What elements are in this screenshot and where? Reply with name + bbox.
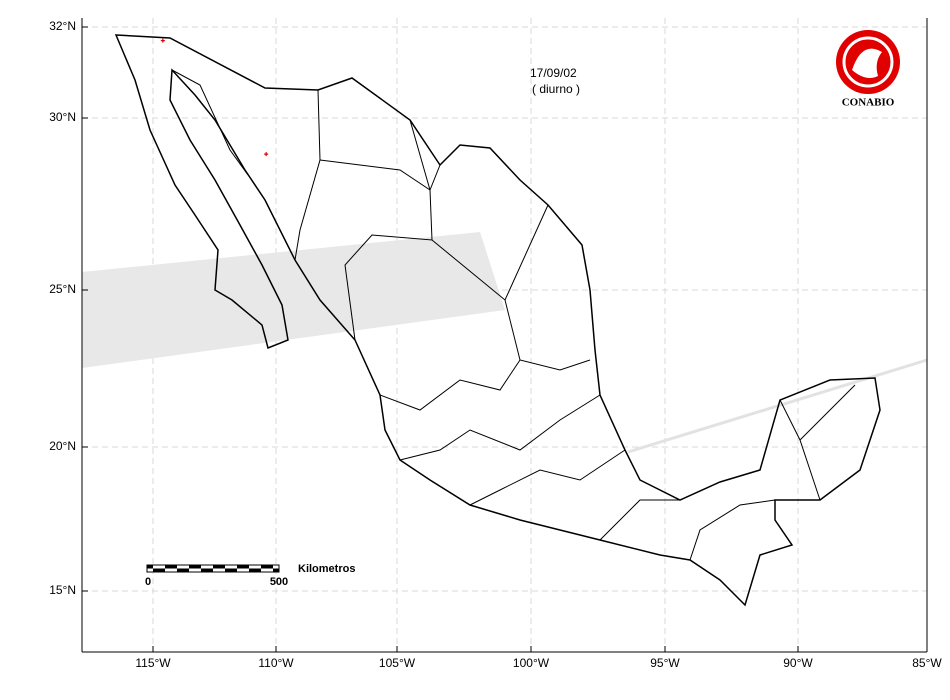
y-tick-label: 30°N — [49, 110, 76, 124]
scale-check — [201, 568, 207, 572]
scale-check — [147, 565, 153, 569]
mexico-outline — [114, 34, 881, 607]
hotspot — [160, 38, 165, 43]
scale-check — [195, 565, 201, 569]
satellite-swath-edge — [627, 358, 928, 454]
y-tick-label: 25°N — [49, 282, 76, 296]
state-borders — [171, 69, 856, 561]
scale-check — [249, 568, 255, 572]
scale-check — [225, 568, 231, 572]
scale-unit-label: Kilometros — [298, 563, 355, 575]
scale-check — [213, 565, 219, 569]
x-tick-label: 115°W — [135, 656, 171, 670]
scale-check — [261, 565, 267, 569]
scale-bar: 0 500 Kilometros — [145, 563, 356, 588]
axes: 115°W 110°W 105°W 100°W 95°W 90°W 85°W 32°N 30°N… — [49, 18, 942, 670]
scale-check — [243, 565, 249, 569]
scale-check — [273, 568, 279, 572]
x-tick-label: 105°W — [379, 656, 416, 670]
fire-hotspots — [160, 38, 269, 157]
logo: CONABIO — [836, 30, 900, 109]
scale-check — [153, 568, 159, 572]
date-label: 17/09/02 — [530, 66, 577, 80]
scale-check — [255, 568, 261, 572]
scale-check — [183, 568, 189, 572]
scale-check — [219, 565, 225, 569]
y-tick-label: 32°N — [49, 19, 76, 33]
scale-check — [171, 565, 177, 569]
x-tick-label: 85°W — [912, 656, 942, 670]
scale-check — [207, 568, 213, 572]
y-tick-label: 20°N — [49, 439, 76, 453]
satellite-swath — [82, 232, 505, 368]
y-tick-label: 15°N — [49, 583, 76, 597]
scale-tick-label: 0 — [145, 576, 151, 588]
hotspot — [264, 152, 269, 157]
scale-check — [237, 565, 243, 569]
logo-label: CONABIO — [842, 97, 895, 109]
period-label: ( diurno ) — [532, 82, 580, 96]
scale-check — [267, 565, 273, 569]
scale-check — [165, 565, 171, 569]
scale-check — [231, 568, 237, 572]
scale-check — [189, 565, 195, 569]
scale-check — [159, 568, 165, 572]
x-tick-label: 95°W — [650, 656, 680, 670]
scale-check — [177, 568, 183, 572]
scale-tick-label: 500 — [270, 576, 288, 588]
x-tick-label: 90°W — [783, 656, 813, 670]
x-tick-label: 110°W — [258, 656, 294, 670]
x-tick-label: 100°W — [513, 656, 550, 670]
